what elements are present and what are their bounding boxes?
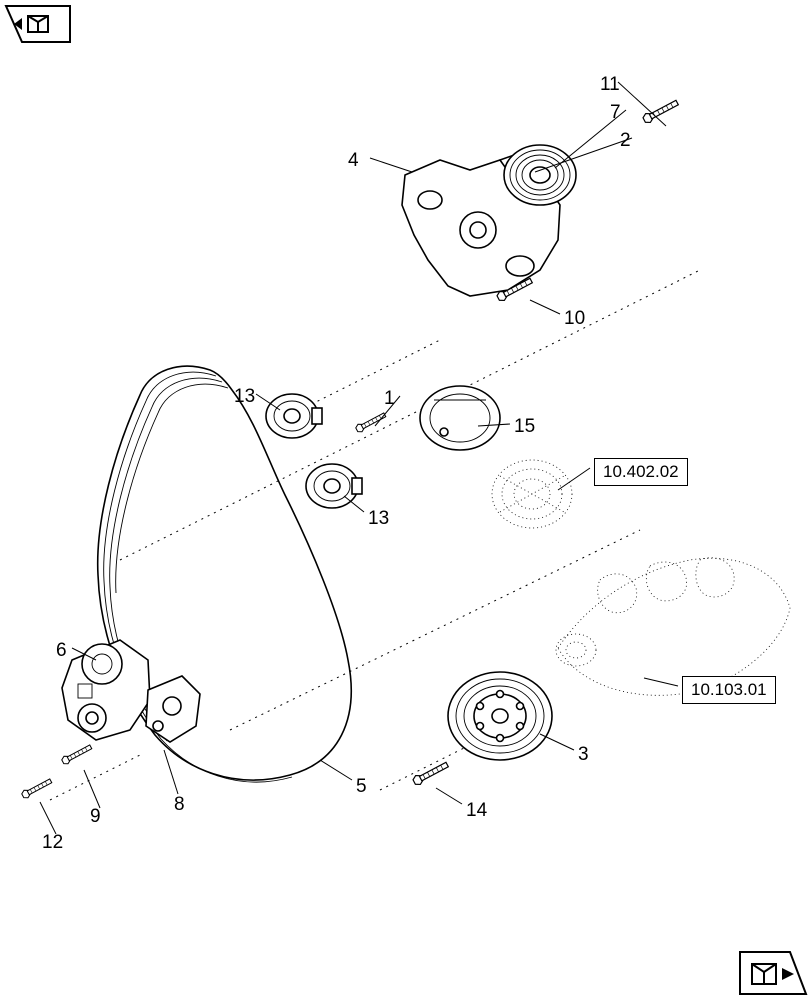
callout-6: 6 [56,640,67,662]
crankshaft-pulley [448,672,552,760]
callout-8: 8 [174,794,185,816]
callout-3: 3 [578,744,589,766]
callout-10: 10 [564,308,585,330]
callout-11: 11 [600,74,620,96]
alternator-bracket [402,145,576,296]
idler-pulley-13a [266,394,322,438]
crank-ghost [556,558,790,696]
callout-7: 7 [610,102,621,124]
callout-14: 14 [466,800,487,822]
bracket-plate-8 [146,676,200,742]
callout-5: 5 [356,776,367,798]
belt-tensioner [62,640,150,740]
callout-13b: 13 [368,508,389,530]
parts-diagram [0,0,812,1000]
ref-box-crank: 10.103.01 [682,676,776,704]
callout-12: 12 [42,832,63,854]
cover-15 [420,386,500,450]
idler-pulley-13b [306,464,362,508]
pump-ghost [492,460,572,528]
callout-15: 15 [514,416,535,438]
pulley-2 [504,145,576,205]
ref-box-pump: 10.402.02 [594,458,688,486]
callout-4: 4 [348,150,359,172]
callout-9: 9 [90,806,101,828]
prev-page-icon[interactable] [4,4,72,44]
callout-13a: 13 [234,386,255,408]
next-page-icon[interactable] [738,950,808,996]
callout-2: 2 [620,130,631,152]
callout-1: 1 [384,388,395,410]
